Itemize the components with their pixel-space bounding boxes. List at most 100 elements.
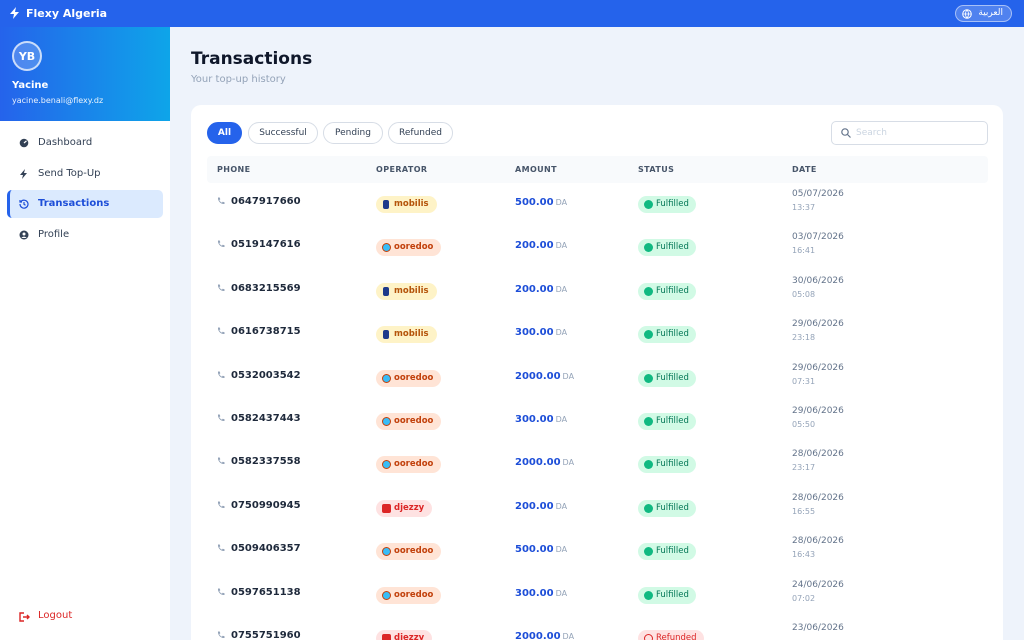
- operator-name: djezzy: [394, 502, 425, 513]
- status-badge: Fulfilled: [638, 326, 696, 344]
- amount-value: 500.00: [515, 544, 554, 556]
- status-icon: [644, 243, 653, 253]
- amount-value: 300.00: [515, 327, 554, 339]
- operator-badge: mobilis: [376, 326, 437, 344]
- phone: 0647917660: [231, 196, 301, 207]
- filter-tab[interactable]: All: [207, 122, 242, 144]
- operator-icon: [383, 286, 389, 296]
- status-badge: Fulfilled: [638, 499, 696, 517]
- status-badge: Fulfilled: [638, 456, 696, 474]
- status-label: Fulfilled: [656, 459, 689, 470]
- operator-icon: [383, 200, 389, 209]
- phone-icon: [217, 371, 225, 378]
- date: 28/06/2026: [792, 449, 844, 460]
- amount-value: 2000.00: [515, 457, 561, 469]
- currency: DA: [555, 198, 568, 207]
- operator-name: ooredoo: [394, 459, 434, 470]
- operator-name: ooredoo: [394, 589, 434, 600]
- phone-icon: [217, 284, 225, 291]
- currency: DA: [562, 632, 575, 640]
- column-header: PHONE: [217, 165, 251, 174]
- status-label: Fulfilled: [656, 329, 689, 340]
- status-badge: Fulfilled: [638, 239, 696, 257]
- logout[interactable]: Logout: [38, 610, 73, 621]
- operator-badge: ooredoo: [376, 456, 442, 474]
- operator-badge: ooredoo: [376, 239, 442, 257]
- status-label: Fulfilled: [656, 285, 689, 296]
- user-name: Yacine: [12, 80, 49, 91]
- operator-icon: [382, 547, 391, 557]
- phone: 0582437443: [231, 413, 301, 424]
- column-header: AMOUNT: [515, 165, 558, 174]
- phone: 0755751960: [231, 630, 301, 640]
- nav-icon: [19, 230, 29, 239]
- status-label: Refunded: [656, 633, 697, 640]
- phone: 0683215569: [231, 282, 301, 294]
- operator-icon: [382, 460, 391, 470]
- amount-value: 200.00: [515, 283, 554, 295]
- brand: Flexy Algeria: [26, 7, 108, 20]
- table-row: 0750990945 djezzy 200.00 DA Fulfilled 28/06/2…: [207, 488, 988, 531]
- status-badge: Refunded: [638, 630, 704, 640]
- time: 07:31: [792, 376, 816, 386]
- currency: DA: [555, 328, 568, 338]
- phone: 0616738715: [231, 326, 301, 338]
- bolt-icon: [10, 7, 19, 19]
- phone-icon: [217, 197, 225, 205]
- date: 30/06/2026: [792, 275, 844, 286]
- nav-icon: [19, 138, 29, 148]
- table-row: 0582337558 ooredoo 2000.00 DA Fulfilled 28/06…: [207, 444, 988, 487]
- phone: 0532003542: [231, 369, 301, 381]
- operator-icon: [383, 330, 389, 340]
- nav-item[interactable]: Transactions: [7, 190, 163, 218]
- search-input[interactable]: Search: [831, 121, 988, 145]
- date: 03/07/2026: [792, 232, 844, 243]
- filter-tab[interactable]: Pending: [323, 122, 383, 144]
- table-row: 0647917660 mobilis 500.00 DA Fulfilled 05/07/…: [207, 184, 988, 227]
- top-bar: Flexy Algeria العربية: [0, 0, 1024, 27]
- amount-value: 300.00: [515, 414, 554, 425]
- phone-icon: [217, 631, 225, 639]
- amount: 300.00 DA: [515, 588, 567, 599]
- status-badge: Fulfilled: [638, 282, 696, 300]
- date: 29/06/2026: [792, 362, 844, 373]
- amount: 200.00 DA: [515, 284, 567, 295]
- time: 23:17: [792, 463, 816, 473]
- nav-label: Send Top-Up: [38, 167, 101, 179]
- amount-value: 2000.00: [515, 370, 561, 382]
- nav-item[interactable]: Send Top-Up: [7, 160, 163, 188]
- operator-name: ooredoo: [394, 416, 434, 426]
- operator-name: mobilis: [394, 199, 429, 209]
- table-row: 0582437443 ooredoo 300.00 DA Fulfilled 29/06/…: [207, 401, 988, 444]
- currency: DA: [555, 241, 568, 251]
- operator-name: ooredoo: [394, 546, 434, 557]
- table-row: 0616738715 mobilis 300.00 DA Fulfilled 29/06/…: [207, 314, 988, 357]
- time: 05:50: [792, 420, 816, 429]
- currency: DA: [562, 371, 575, 381]
- nav-label: Profile: [38, 228, 70, 240]
- amount: 500.00 DA: [515, 197, 567, 208]
- date: 23/06/2026: [792, 623, 844, 633]
- nav-item[interactable]: Dashboard: [7, 129, 163, 157]
- logout-icon: [19, 612, 30, 622]
- operator-icon: [382, 243, 391, 253]
- status-icon: [644, 200, 653, 209]
- phone-icon: [217, 327, 225, 335]
- operator-name: ooredoo: [394, 372, 434, 383]
- filter-tab[interactable]: Successful: [248, 122, 318, 144]
- operator-badge: ooredoo: [376, 543, 442, 561]
- amount-value: 300.00: [515, 587, 554, 599]
- phone-icon: [217, 501, 225, 508]
- operator-badge: djezzy: [376, 499, 433, 517]
- phone: 0509406357: [231, 543, 301, 555]
- status-icon: [644, 590, 653, 600]
- language-switch[interactable]: العربية: [955, 5, 1012, 22]
- nav-item[interactable]: Profile: [7, 221, 163, 249]
- filter-tab[interactable]: Refunded: [388, 122, 453, 144]
- amount: 2000.00 DA: [515, 631, 574, 640]
- amount: 2000.00 DA: [515, 457, 574, 468]
- currency: DA: [555, 415, 568, 424]
- operator-icon: [382, 590, 391, 600]
- operator-name: mobilis: [394, 329, 429, 340]
- transactions-card: All Successful Pending Refunded Search PHON…: [191, 105, 1003, 640]
